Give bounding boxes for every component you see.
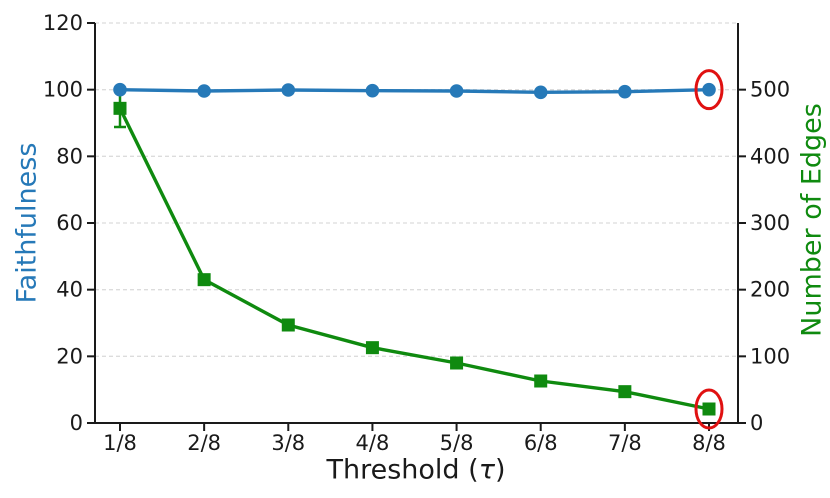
right-tick-label: 400 [750,144,790,168]
series-line [119,87,710,95]
right-tick-label: 100 [750,344,790,368]
data-point-circle [281,83,296,97]
right-tick-label: 500 [750,78,790,102]
left-tick-label: 120 [43,11,83,35]
data-point-square [113,101,127,115]
left-tick-label: 20 [56,344,83,368]
x-axis-title-tau-symbol: τ [478,454,495,486]
x-tick-label: 6/8 [524,431,558,455]
data-point-circle [197,84,211,98]
x-tick-label: 1/8 [103,431,137,455]
data-point-circle [113,82,127,97]
left-tick-label: 40 [56,278,83,302]
right-axis-title: Number of Edges [796,103,828,337]
x-axis-title: Threshold (τ) [327,455,506,486]
x-tick-label: 5/8 [440,431,474,455]
data-point-square [534,374,548,388]
data-point-square [281,318,295,332]
right-tick-label: 0 [750,411,763,435]
x-tick-label: 7/8 [608,431,642,455]
data-point-circle [365,83,380,98]
data-point-circle [702,82,716,97]
data-point-square [365,341,379,355]
data-point-square [702,402,716,416]
x-axis-title-prefix: Threshold ( [326,454,479,486]
x-tick-label: 2/8 [187,431,221,455]
highlight-ellipse [694,388,724,430]
left-axis-title: Faithfulness [11,142,43,304]
data-point-circle [449,84,464,98]
left-tick-label: 0 [70,411,83,435]
data-point-square [450,356,464,370]
left-tick-label: 60 [56,211,83,235]
x-tick-label: 3/8 [271,431,305,455]
left-tick-label: 80 [56,144,83,168]
right-tick-label: 300 [750,211,790,235]
left-tick-label: 100 [43,78,83,102]
data-point-square [197,273,211,287]
data-point-square [618,385,632,399]
x-tick-label: 4/8 [356,431,390,455]
data-point-circle [618,84,632,99]
x-tick-label: 8/8 [692,431,726,455]
x-axis-title-suffix: ) [494,454,506,486]
series-line [118,107,710,411]
right-tick-label: 200 [750,278,790,302]
highlight-ellipse [694,69,724,111]
data-point-circle [533,85,548,100]
